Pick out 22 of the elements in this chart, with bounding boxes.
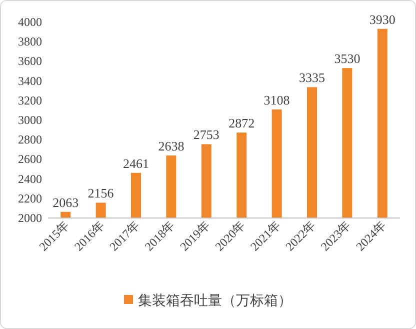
y-tick-label: 2600 <box>18 152 42 166</box>
y-tick-label: 3400 <box>18 74 42 88</box>
y-tick-label: 3800 <box>18 34 42 49</box>
y-tick-label: 2400 <box>18 172 42 186</box>
y-tick-label: 2200 <box>18 191 42 206</box>
data-label: 3108 <box>264 92 290 108</box>
data-label: 2063 <box>52 194 79 210</box>
y-tick-label: 3000 <box>18 113 42 127</box>
data-label: 2461 <box>123 156 149 171</box>
data-label: 3930 <box>369 12 396 27</box>
y-tick-label: 3600 <box>18 54 42 68</box>
y-tick-label: 2800 <box>18 132 42 147</box>
y-tick-label: 3200 <box>18 93 42 108</box>
data-label: 3530 <box>334 51 360 66</box>
data-label: 2753 <box>193 127 220 142</box>
data-label: 2638 <box>158 138 184 154</box>
data-label: 3335 <box>299 70 325 86</box>
data-label: 2872 <box>228 116 255 131</box>
data-label: 2156 <box>88 186 114 201</box>
y-tick-label: 2000 <box>18 211 42 225</box>
legend-label: 集装箱吞吐量（万标箱） <box>138 292 292 308</box>
y-tick-label: 4000 <box>18 15 42 29</box>
